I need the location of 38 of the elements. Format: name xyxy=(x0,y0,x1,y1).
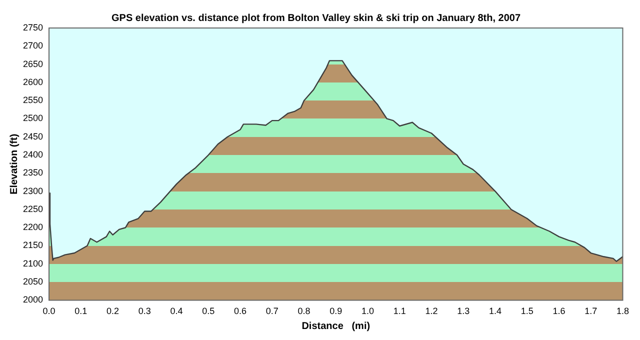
x-tick-label: 0.8 xyxy=(298,306,310,316)
x-tick-label: 0.0 xyxy=(42,306,56,316)
x-tick-label: 0.1 xyxy=(74,306,88,316)
y-tick-label: 2400 xyxy=(22,150,44,160)
x-tick-label: 0.3 xyxy=(138,306,151,316)
x-tick-label: 0.7 xyxy=(266,306,278,316)
y-tick-label: 2700 xyxy=(22,40,44,51)
x-tick-label: 1.7 xyxy=(584,306,598,316)
y-tick-label: 2500 xyxy=(22,113,44,124)
y-tick-label: 2000 xyxy=(22,294,44,305)
x-tick-label: 1.4 xyxy=(488,306,502,316)
x-tick-label: 1.1 xyxy=(393,306,406,316)
x-tick-label: 1.0 xyxy=(362,306,374,316)
y-tick-label: 2350 xyxy=(22,168,44,178)
x-tick-label: 1.8 xyxy=(616,306,629,316)
y-tick-label: 2550 xyxy=(22,95,44,106)
y-tick-label: 2150 xyxy=(22,240,44,250)
y-tick-label: 2600 xyxy=(22,76,44,87)
y-axis-title: Elevation (ft) xyxy=(8,134,20,194)
y-tick-label: 2300 xyxy=(22,186,44,196)
x-tick-label: 0.5 xyxy=(202,306,215,316)
y-tick-label: 2200 xyxy=(22,222,44,232)
x-tick-label: 1.5 xyxy=(520,306,534,316)
y-tick-label: 2100 xyxy=(22,258,44,268)
y-tick-label: 2750 xyxy=(22,22,44,32)
x-tick-label: 0.9 xyxy=(330,306,342,316)
x-axis-title: Distance (mi) xyxy=(302,320,370,332)
x-tick-label: 1.6 xyxy=(552,306,566,316)
x-tick-label: 1.2 xyxy=(425,306,438,316)
chart-title: GPS elevation vs. distance plot from Bolton Valley skin & ski trip on January 8th, 2007 xyxy=(111,12,521,24)
x-tick-label: 0.6 xyxy=(234,306,247,316)
x-tick-label: 1.3 xyxy=(457,306,470,316)
x-tick-label: 0.4 xyxy=(170,306,183,316)
y-tick-label: 2050 xyxy=(22,276,44,287)
x-tick-label: 0.2 xyxy=(106,306,120,316)
y-tick-label: 2250 xyxy=(22,204,44,214)
y-tick-label: 2650 xyxy=(22,58,44,69)
y-tick-label: 2450 xyxy=(22,131,44,142)
